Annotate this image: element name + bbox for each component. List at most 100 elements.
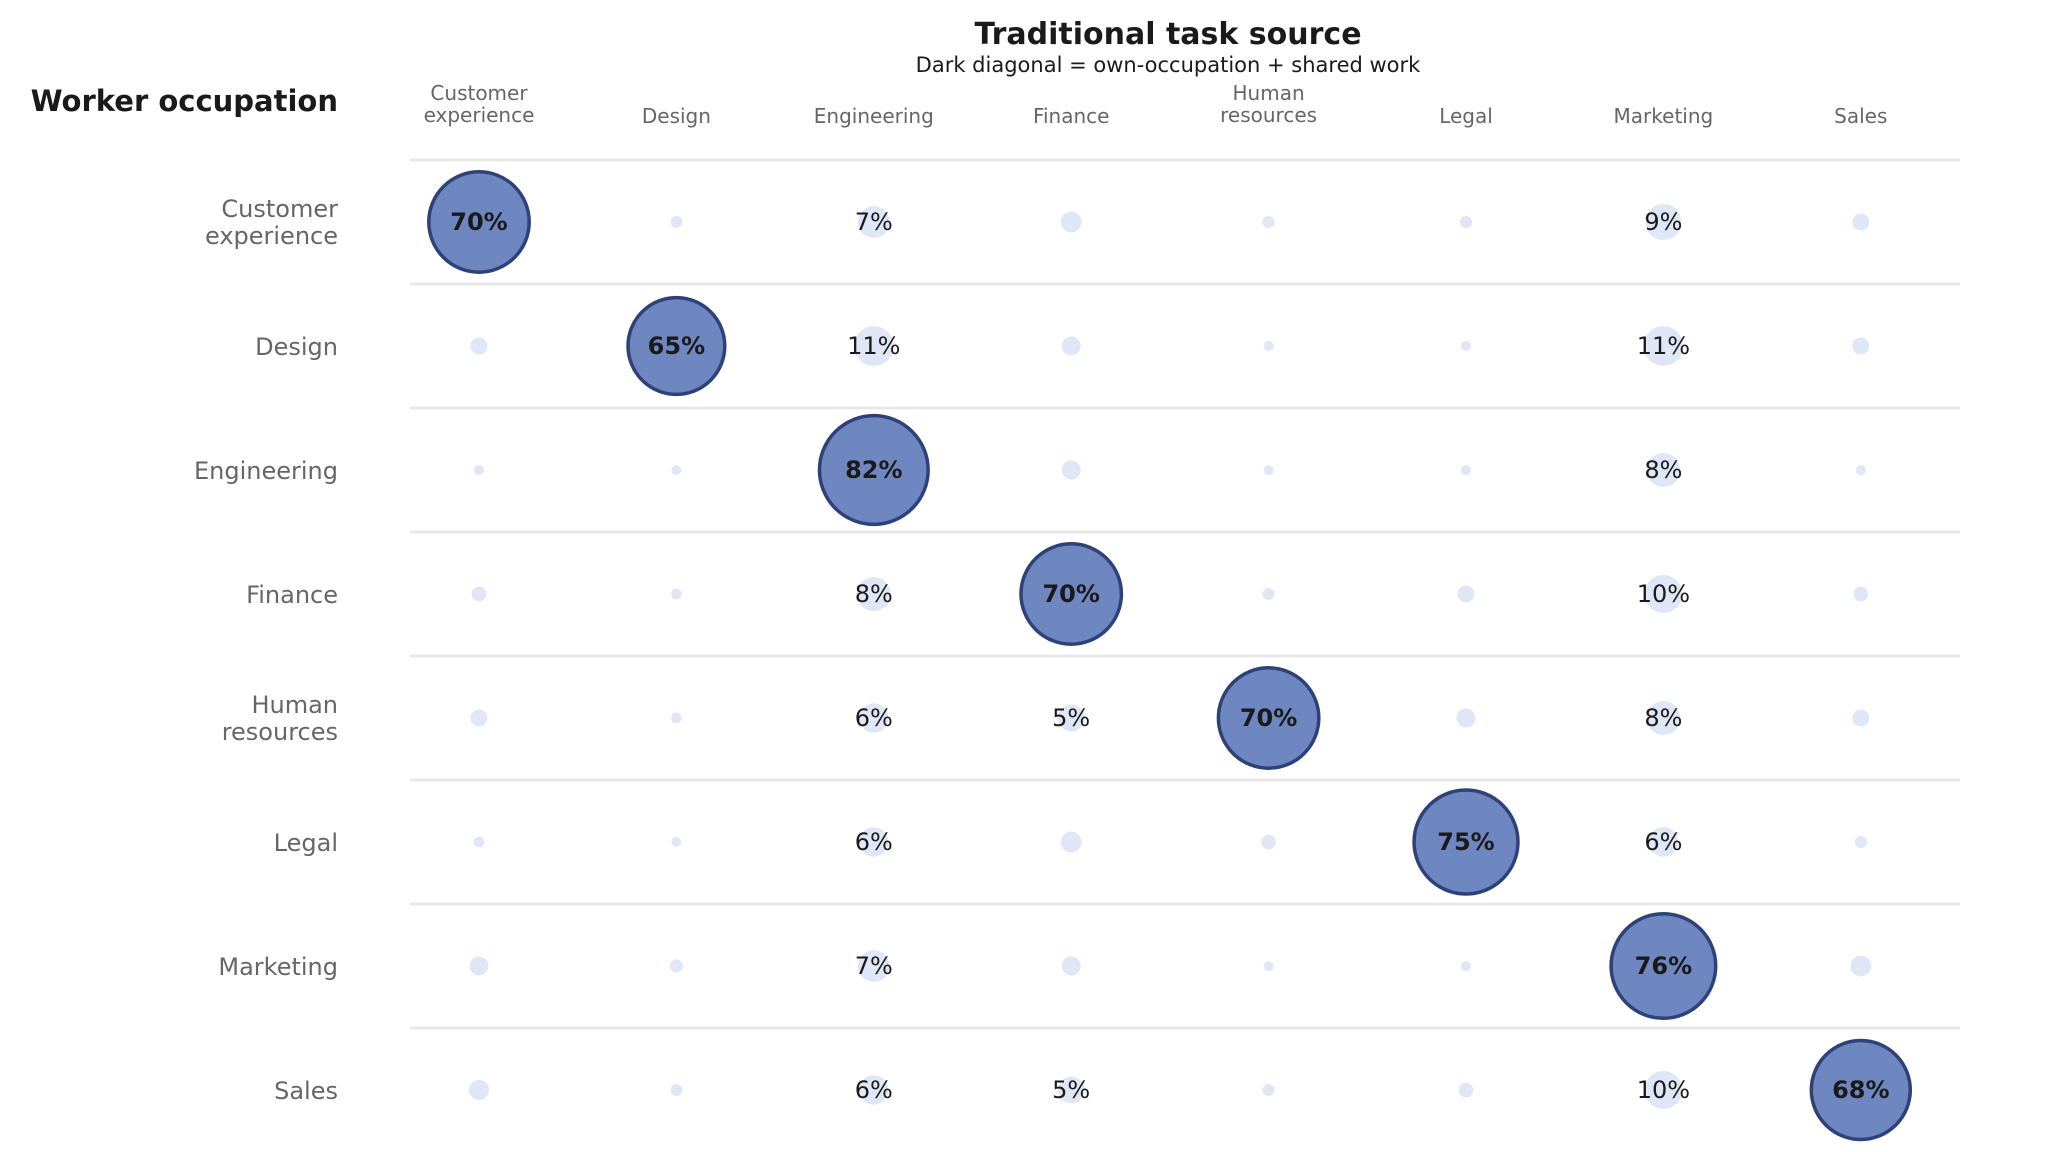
bubble xyxy=(1461,961,1471,971)
column-label-design: Design xyxy=(642,104,711,128)
bubble xyxy=(1646,701,1681,735)
bubble xyxy=(1061,460,1081,480)
value-label: 7% xyxy=(855,952,893,980)
diagonal-bubble xyxy=(1216,666,1321,770)
row-label-sales: Sales xyxy=(274,1077,338,1105)
bubble xyxy=(857,950,890,982)
value-label: 68% xyxy=(1832,1076,1889,1104)
value-label: 70% xyxy=(1240,704,1297,732)
column-label-human-resources: Human resources xyxy=(1220,81,1317,127)
diagonal-bubble xyxy=(817,413,930,527)
row-label-finance: Finance xyxy=(246,581,338,609)
bubble xyxy=(671,712,682,724)
bubble xyxy=(1262,588,1275,600)
row-label-customer-experience: Customer experience xyxy=(205,195,338,250)
bubble xyxy=(1644,575,1683,613)
value-label: 8% xyxy=(1644,456,1682,484)
bubble xyxy=(1852,709,1870,727)
bubble xyxy=(859,703,889,733)
diagonal-bubble xyxy=(1609,911,1718,1021)
bubble xyxy=(1855,465,1866,475)
column-label-legal: Legal xyxy=(1439,104,1493,128)
bubble xyxy=(1646,453,1681,487)
row-labels: Customer experience Design Engineering Finan… xyxy=(194,195,338,1105)
bubble xyxy=(1643,326,1684,366)
bubble xyxy=(1460,216,1472,228)
bubble xyxy=(1262,1084,1275,1096)
value-label: 6% xyxy=(855,704,893,732)
value-label: 10% xyxy=(1637,580,1690,608)
bubble xyxy=(1263,341,1274,351)
bubble xyxy=(1853,586,1869,602)
bubble xyxy=(671,588,682,600)
value-label: 82% xyxy=(845,456,902,484)
value-label: 6% xyxy=(1644,828,1682,856)
bubble xyxy=(670,216,683,228)
bubble xyxy=(1460,340,1472,352)
column-label-marketing: Marketing xyxy=(1614,104,1714,128)
bubble xyxy=(471,586,487,602)
value-label: 8% xyxy=(855,580,893,608)
bubble xyxy=(1648,827,1679,857)
bubble xyxy=(671,837,682,847)
bubble xyxy=(1852,213,1870,231)
value-label: 65% xyxy=(648,332,705,360)
bubbles xyxy=(427,170,1913,1142)
column-label-customer-experience: Customer experience xyxy=(424,81,535,127)
bubble xyxy=(1057,704,1085,732)
bubble xyxy=(1061,336,1081,356)
bubble xyxy=(857,206,890,238)
value-label: 11% xyxy=(1637,332,1690,360)
row-label-engineering: Engineering xyxy=(194,457,338,485)
bubble xyxy=(1263,961,1274,971)
bubble xyxy=(670,1084,683,1096)
value-label: 76% xyxy=(1635,952,1692,980)
bubble xyxy=(1645,204,1682,240)
bubble xyxy=(1458,1082,1474,1098)
value-label: 11% xyxy=(847,332,900,360)
bubble xyxy=(1060,831,1082,853)
column-label-engineering: Engineering xyxy=(814,104,934,128)
bubble xyxy=(1262,216,1275,228)
bubble xyxy=(1457,585,1475,603)
row-label-design: Design xyxy=(255,333,338,361)
bubble xyxy=(1263,465,1274,475)
diagonal-bubble xyxy=(626,295,727,397)
value-label: 7% xyxy=(855,208,893,236)
bubble xyxy=(473,836,485,848)
diagonal-bubble xyxy=(1019,542,1124,646)
bubble xyxy=(474,465,484,475)
bubble xyxy=(856,577,891,611)
bubble xyxy=(1850,955,1872,977)
bubble xyxy=(669,959,683,973)
bubble xyxy=(469,956,489,976)
column-label-sales: Sales xyxy=(1834,104,1887,128)
value-label: 10% xyxy=(1637,1076,1690,1104)
value-label: 9% xyxy=(1644,208,1682,236)
column-labels: Customer experience Design Engineering Finan… xyxy=(424,81,1888,128)
row-axis-title: Worker occupation xyxy=(31,84,338,118)
bubble xyxy=(1854,836,1867,848)
bubble xyxy=(1456,708,1476,728)
value-label: 6% xyxy=(855,828,893,856)
value-labels: 70% 7% 9% 65% 11% 11% 82% 8% 8% 70% 10% 6% 5% 70% 8% 6%… xyxy=(450,208,1889,1104)
value-label: 8% xyxy=(1644,704,1682,732)
bubble xyxy=(1060,211,1082,233)
bubble xyxy=(1461,465,1471,475)
row-label-legal: Legal xyxy=(274,829,338,857)
bubble xyxy=(853,326,894,366)
row-label-human-resources: Human resources xyxy=(222,691,338,746)
bubble xyxy=(470,709,488,727)
chart-title: Traditional task source xyxy=(974,17,1361,52)
bubble xyxy=(470,337,488,355)
bubble xyxy=(671,465,682,475)
bubble xyxy=(1057,1076,1085,1104)
column-label-finance: Finance xyxy=(1033,104,1110,128)
diagonal-bubble xyxy=(1412,788,1520,896)
value-label: 5% xyxy=(1052,1076,1090,1104)
bubble xyxy=(1261,834,1276,850)
value-label: 70% xyxy=(450,208,507,236)
value-label: 5% xyxy=(1052,704,1090,732)
bubble xyxy=(859,1075,889,1105)
